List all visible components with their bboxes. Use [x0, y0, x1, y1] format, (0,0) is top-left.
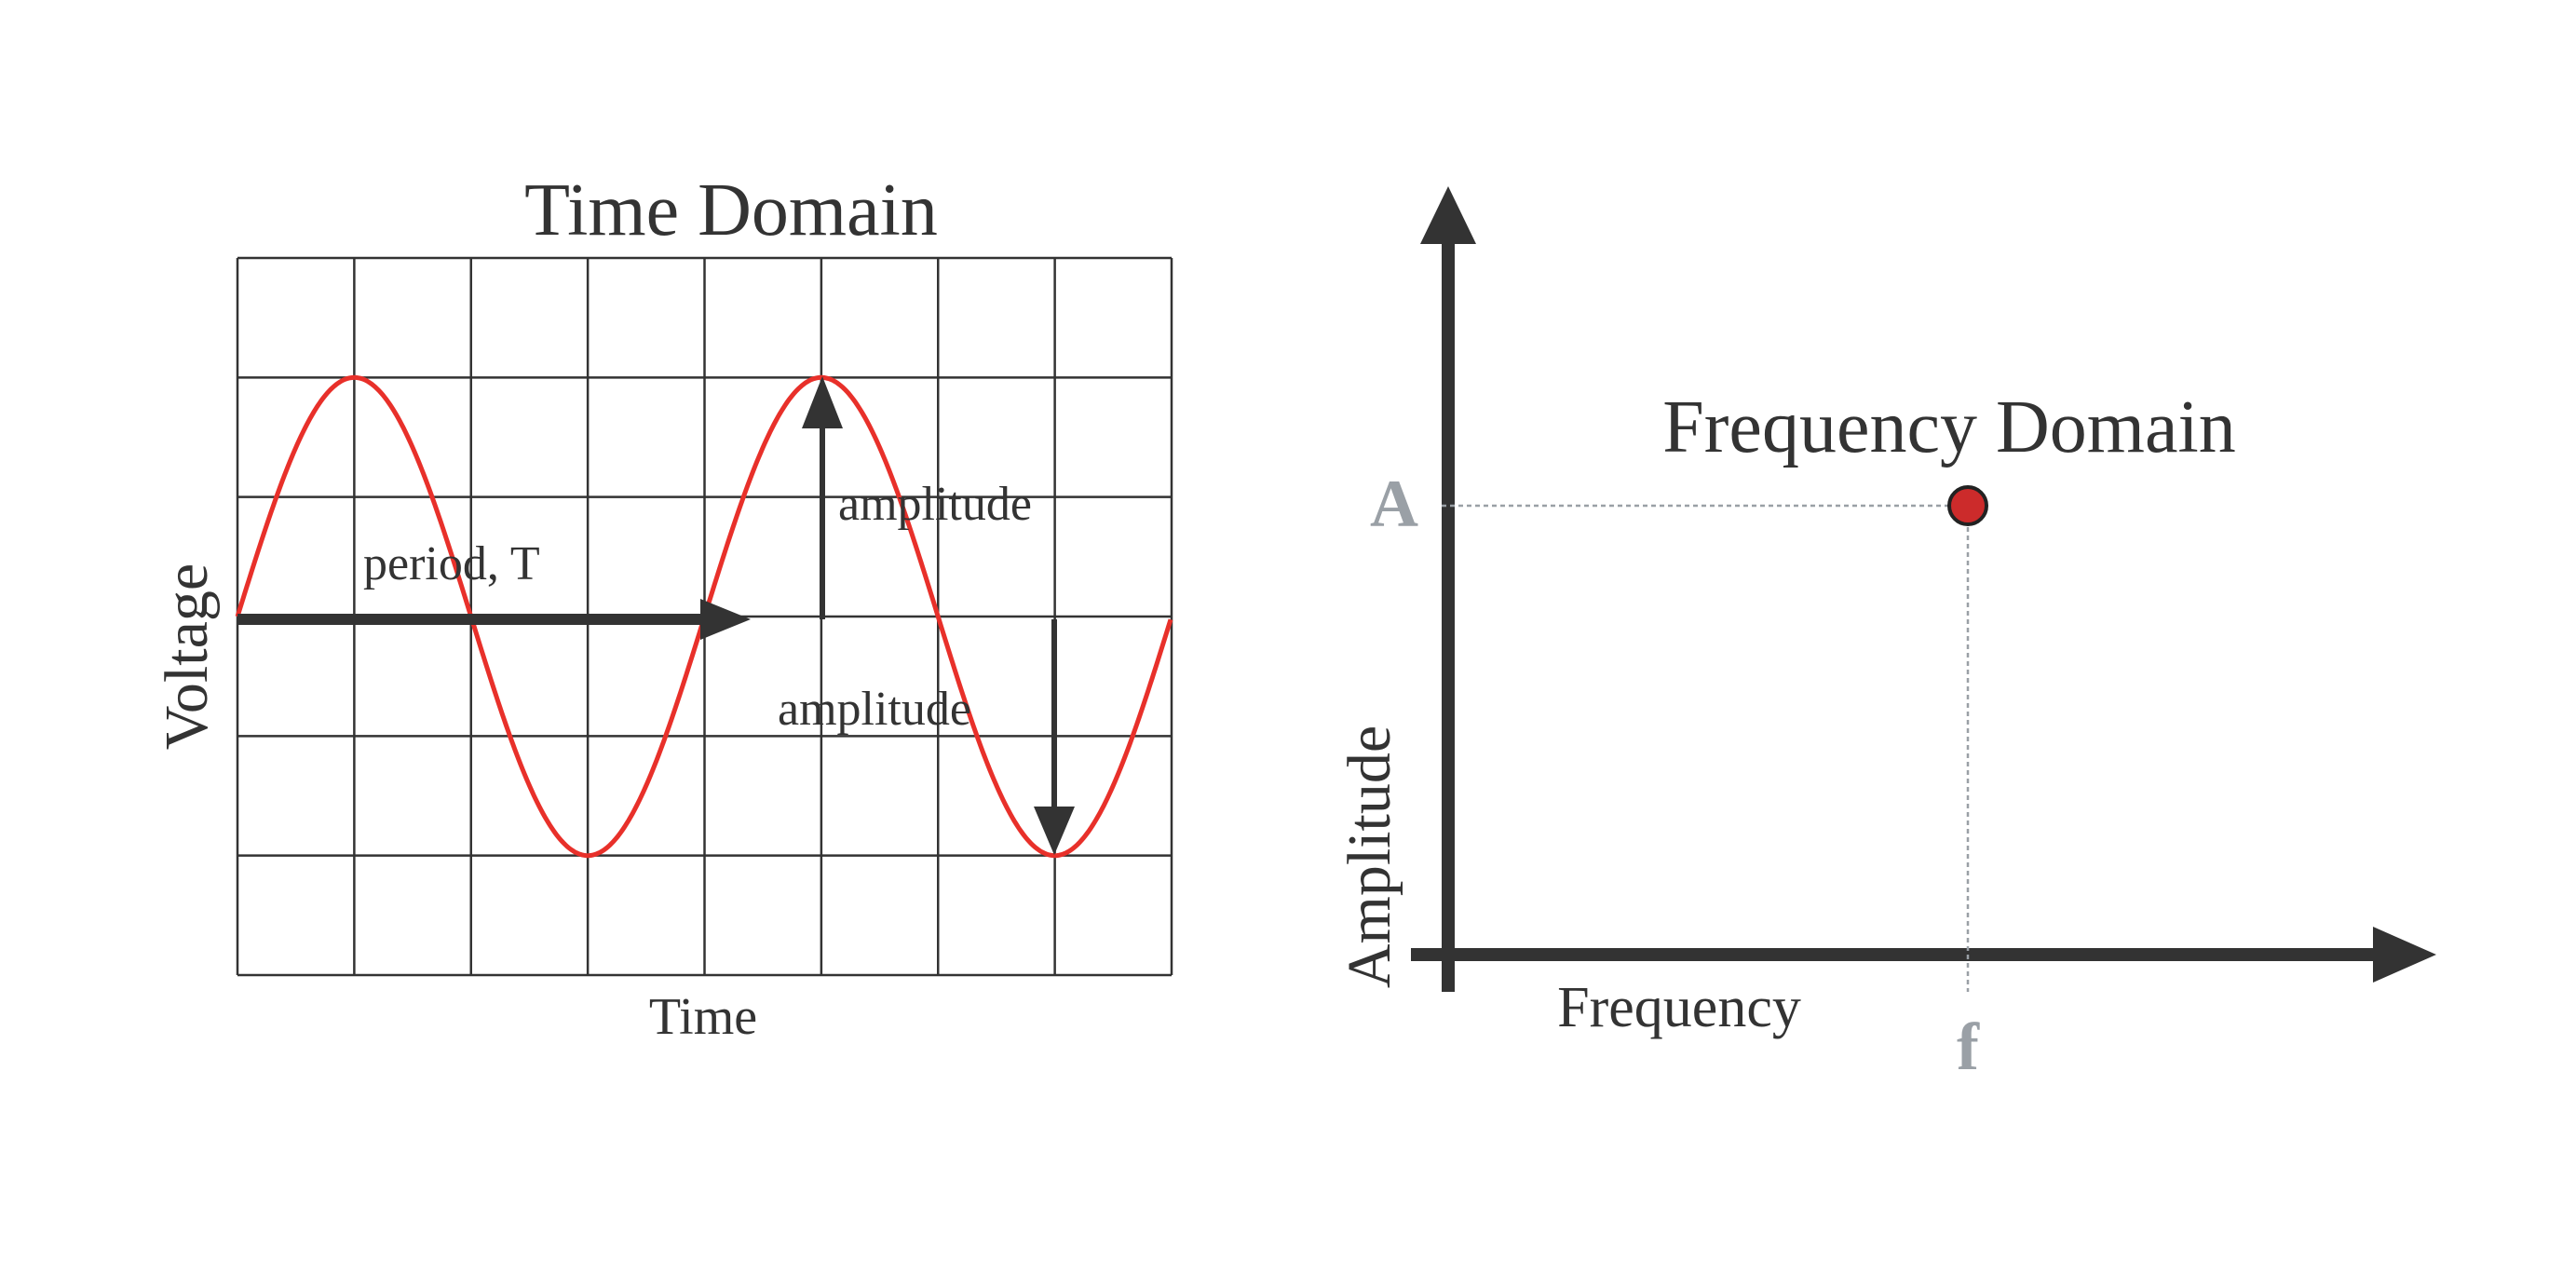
amplitude-marker-label: A: [1370, 467, 1418, 541]
amplitude-axis-label: Amplitude: [1335, 725, 1403, 988]
frequency-domain-title: Frequency Domain: [1662, 386, 2235, 468]
spectral-point: [1947, 485, 1988, 526]
amplitude-down-label: amplitude: [778, 683, 971, 736]
time-axis-label: Time: [649, 988, 757, 1046]
voltage-axis-label: Voltage: [153, 563, 221, 750]
amplitude-down-arrow-head: [1034, 807, 1075, 855]
period-arrow-head: [700, 599, 751, 640]
frequency-axis-label: Frequency: [1557, 976, 1801, 1039]
time-domain-panel: Time Domain period, T amplitude amplitud…: [153, 169, 1173, 1046]
frequency-marker-label: f: [1957, 1010, 1980, 1084]
period-label: period, T: [363, 537, 540, 590]
frequency-domain-panel: Frequency Domain A f Frequency Amplitude: [1335, 186, 2436, 1084]
amplitude-up-arrow-head: [802, 376, 843, 428]
frequency-axis-arrow-head: [2373, 927, 2436, 983]
amplitude-axis-arrow-head: [1420, 186, 1476, 244]
time-domain-title: Time Domain: [524, 169, 938, 251]
amplitude-up-label: amplitude: [838, 478, 1032, 531]
